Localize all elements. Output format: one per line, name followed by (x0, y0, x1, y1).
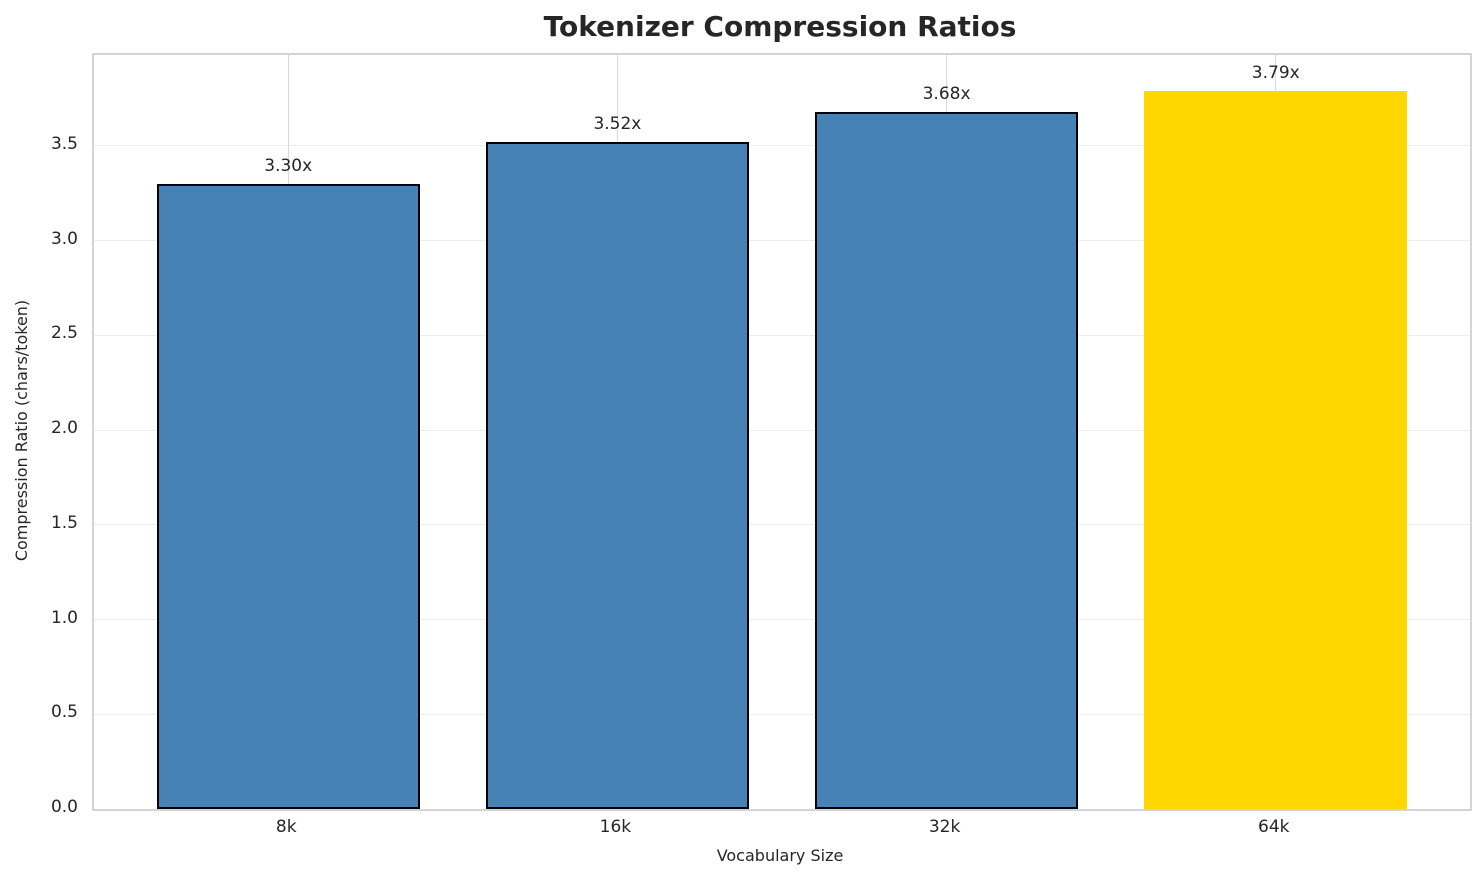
y-gridline (94, 713, 1470, 715)
y-gridline (94, 240, 1470, 242)
bar-8k (156, 183, 420, 809)
bar-value-label: 3.52x (593, 114, 642, 135)
y-tick-label: 2.5 (50, 323, 78, 344)
y-gridline (94, 524, 1470, 526)
x-tick-label: 16k (599, 817, 632, 837)
y-gridline (94, 619, 1470, 621)
y-tick-label: 2.0 (50, 418, 78, 439)
x-tick-label: 64k (1258, 817, 1290, 837)
bar-value-label: 3.79x (1251, 62, 1300, 83)
bar-value-label: 3.30x (264, 155, 313, 176)
bar-16k (485, 142, 750, 809)
y-gridline (94, 429, 1470, 431)
y-tick-label: 3.0 (50, 228, 78, 249)
plot-area: 3.30x 3.52x 3.68x 3.79x (92, 53, 1472, 811)
y-tick-label: 0.0 (50, 797, 78, 817)
y-gridline (94, 334, 1470, 336)
bar-64k (1144, 91, 1408, 809)
y-tick-label: 3.5 (50, 133, 78, 154)
bar-32k (814, 111, 1079, 809)
x-tick-label: 32k (928, 817, 961, 837)
y-tick-label: 1.0 (50, 607, 78, 628)
bar-value-label: 3.68x (922, 83, 971, 104)
y-gridline (94, 145, 1470, 147)
y-tick-label: 1.5 (50, 512, 78, 533)
y-tick-label: 0.5 (50, 702, 78, 723)
chart-title: Tokenizer Compression Ratios (543, 10, 1017, 43)
x-axis-title: Vocabulary Size (716, 846, 844, 865)
x-tick-label: 8k (275, 817, 297, 837)
